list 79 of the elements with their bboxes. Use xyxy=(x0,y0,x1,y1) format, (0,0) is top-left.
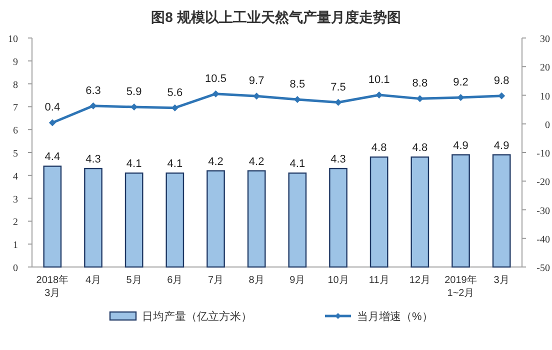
x-tick-label: 6月 xyxy=(167,275,183,286)
bar xyxy=(124,172,144,268)
point xyxy=(212,90,220,98)
y-tick-label: 8 xyxy=(13,80,18,91)
y2-tick-label: -30 xyxy=(536,206,550,217)
data-label: 4.1 xyxy=(167,158,183,170)
bar xyxy=(166,172,184,268)
data-label: 8.8 xyxy=(412,78,428,90)
data-label: 4.9 xyxy=(494,140,510,152)
x-tick-label: 12月 xyxy=(409,275,430,286)
data-label: 8.5 xyxy=(290,78,306,91)
y2-tick-label: -40 xyxy=(536,234,550,246)
bar xyxy=(329,168,348,268)
chart-title: 图8 规模以上工业天然气产量月度走势图 xyxy=(151,9,401,25)
y-tick-label: 9 xyxy=(13,56,18,68)
y2-tick-label: -50 xyxy=(536,263,550,274)
y-tick-label: 10 xyxy=(8,34,18,45)
data-label: 10.5 xyxy=(205,72,226,85)
point xyxy=(457,94,464,102)
point xyxy=(334,98,342,106)
data-label: 4.3 xyxy=(330,154,346,166)
y-tick-label: 2 xyxy=(13,217,18,228)
point xyxy=(498,92,506,100)
x-tick-label: 10月 xyxy=(328,275,349,286)
bar xyxy=(206,170,225,268)
data-label: 4.1 xyxy=(126,158,142,170)
data-label: 10.1 xyxy=(368,74,390,86)
x-tick-label: 9月 xyxy=(290,275,306,286)
point xyxy=(416,95,424,102)
x-tick-label: 5月 xyxy=(126,275,142,286)
data-label: 4.9 xyxy=(453,140,468,152)
bar xyxy=(43,166,62,268)
data-label: 9.7 xyxy=(248,75,264,88)
data-label: 4.8 xyxy=(371,142,387,154)
y2-tick-label: 0 xyxy=(545,120,550,131)
y2-tick-label: -20 xyxy=(536,177,550,188)
point xyxy=(90,102,97,110)
data-label: 4.3 xyxy=(86,154,101,166)
y-tick-label: 5 xyxy=(13,148,18,160)
data-label: 9.2 xyxy=(453,76,468,89)
bar xyxy=(452,154,470,268)
data-label: 0.4 xyxy=(44,102,60,114)
data-label: 5.6 xyxy=(167,86,183,99)
bar xyxy=(288,172,307,268)
x-tick-label: 11月 xyxy=(368,275,390,286)
x-tick-label: 2019年1~2月 xyxy=(444,274,477,299)
data-label: 4.2 xyxy=(248,156,264,168)
x-tick-label: 8月 xyxy=(248,275,264,286)
y-tick-label: 4 xyxy=(13,171,18,182)
data-label: 4.8 xyxy=(412,142,428,154)
legend-label: 日均产量（亿立方米） xyxy=(142,310,252,323)
data-label: 5.9 xyxy=(126,86,142,98)
y-tick-label: 3 xyxy=(13,194,18,206)
y-tick-label: 0 xyxy=(13,263,18,274)
data-label: 4.2 xyxy=(208,156,224,168)
x-tick-label: 7月 xyxy=(208,275,224,286)
y2-tick-label: 20 xyxy=(540,62,550,74)
x-tick-label: 3月 xyxy=(494,275,510,286)
x-tick-label: 2018年3月 xyxy=(36,274,69,299)
data-label: 7.5 xyxy=(330,81,346,94)
bar xyxy=(84,168,102,268)
data-label: 9.8 xyxy=(494,74,510,87)
bar xyxy=(410,156,430,268)
point xyxy=(48,119,56,126)
data-label: 4.4 xyxy=(44,151,60,164)
data-label: 4.1 xyxy=(290,158,306,170)
legend-label: 当月增速（%） xyxy=(357,310,433,323)
y-tick-label: 7 xyxy=(13,102,18,114)
x-tick-label: 4月 xyxy=(85,275,102,286)
y-tick-label: 6 xyxy=(13,126,18,137)
y2-tick-label: 30 xyxy=(540,34,550,45)
bar xyxy=(492,154,511,268)
data-label: 6.3 xyxy=(86,84,101,97)
bar xyxy=(247,170,266,268)
y2-tick-label: -10 xyxy=(536,148,550,160)
y-tick-label: 1 xyxy=(13,240,18,252)
point xyxy=(253,92,260,100)
bar xyxy=(370,156,388,268)
y2-tick-label: 10 xyxy=(540,91,550,102)
